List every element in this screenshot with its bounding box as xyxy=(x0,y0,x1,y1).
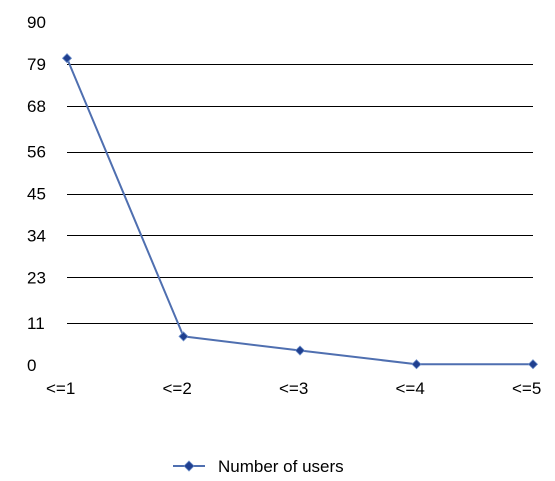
y-tick-label: 90 xyxy=(27,13,46,32)
y-tick-label: 45 xyxy=(27,185,46,204)
y-axis-ticks: 0 11 23 34 45 56 68 79 90 xyxy=(27,13,46,375)
y-tick-label: 23 xyxy=(27,268,46,287)
x-tick-label: <=4 xyxy=(396,379,425,398)
series-line xyxy=(66,57,533,366)
data-point-marker xyxy=(178,331,189,342)
gridlines xyxy=(67,64,533,324)
data-point-marker xyxy=(411,359,422,370)
x-axis-ticks: <=1 <=2 <=3 <=4 <=5 xyxy=(46,379,541,398)
y-tick-label: 0 xyxy=(27,356,36,375)
data-point-marker xyxy=(527,359,539,370)
series-layer xyxy=(61,53,539,370)
y-tick-label: 56 xyxy=(27,143,46,162)
y-tick-label: 68 xyxy=(27,97,46,116)
x-tick-label: <=2 xyxy=(163,379,192,398)
x-tick-label: <=5 xyxy=(512,379,541,398)
x-tick-label: <=1 xyxy=(46,379,75,398)
legend: Number of users xyxy=(173,457,344,476)
data-point-marker xyxy=(294,345,306,356)
legend-marker xyxy=(183,460,195,472)
x-tick-label: <=3 xyxy=(279,379,308,398)
y-tick-label: 11 xyxy=(27,314,45,333)
legend-label: Number of users xyxy=(218,457,344,476)
y-tick-label: 79 xyxy=(27,55,46,74)
data-point-marker xyxy=(61,53,73,64)
y-tick-label: 34 xyxy=(27,226,46,245)
